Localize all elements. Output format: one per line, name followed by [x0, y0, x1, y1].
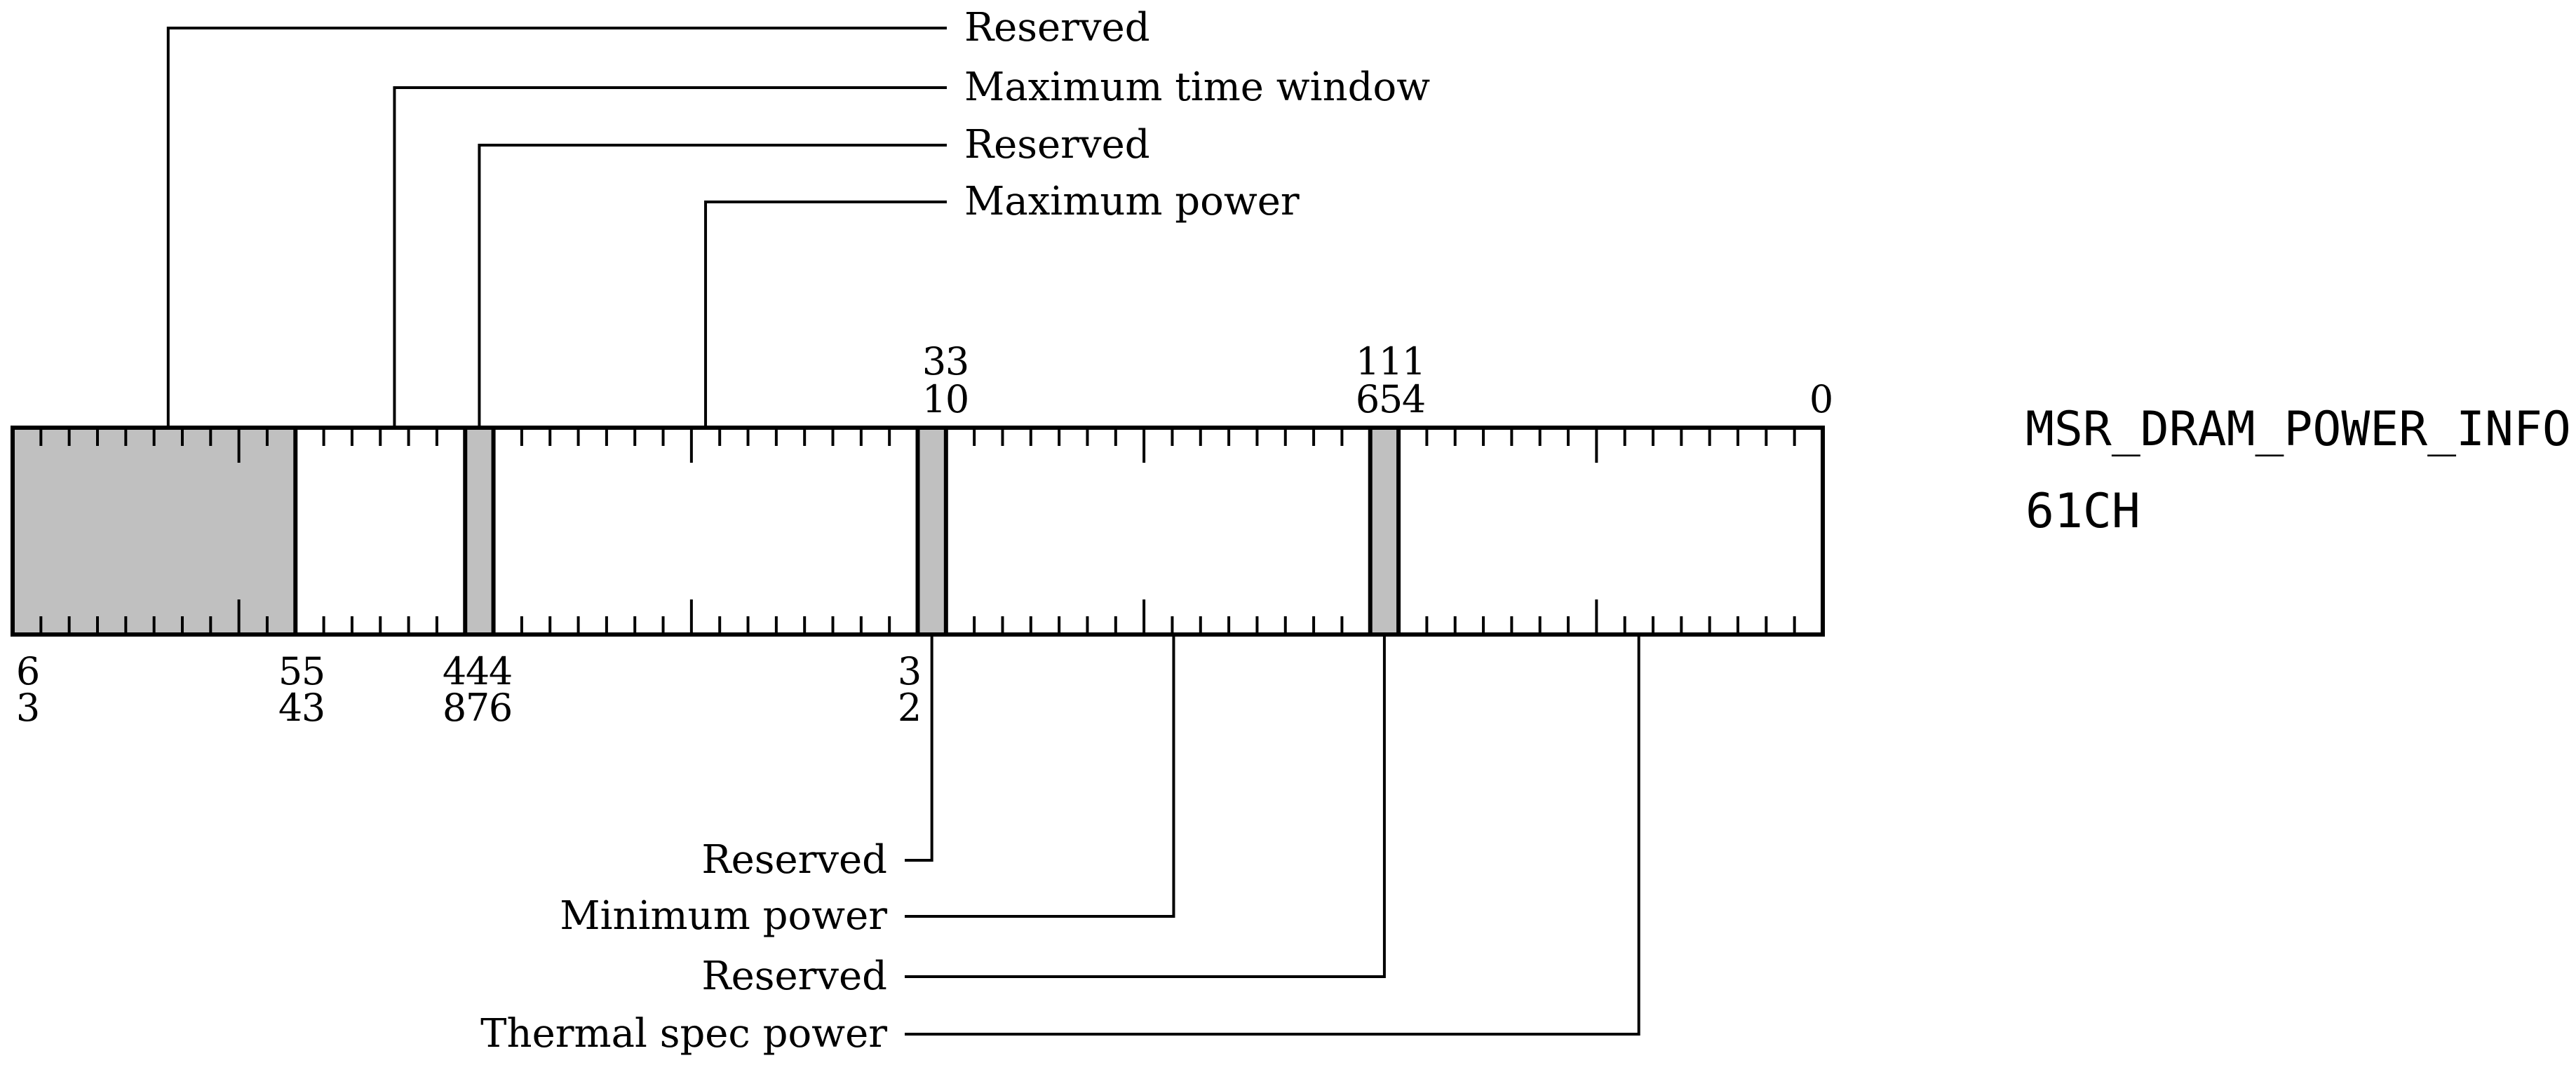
field-min-power	[945, 428, 1370, 635]
bit-number-54: 54	[278, 649, 302, 730]
bit-digit: 4	[466, 649, 490, 693]
leader-line-max-time-window	[393, 86, 947, 428]
bit-number-32: 32	[898, 649, 922, 730]
bit-number-48: 48	[443, 649, 466, 730]
bit-digit: 0	[945, 377, 969, 421]
bit-digit: 3	[898, 649, 922, 693]
field-label-thermal-spec-power: Thermal spec power	[480, 1011, 887, 1057]
register-name: MSR_DRAM_POWER_INFO	[2025, 402, 2571, 457]
leader-line-reserved-31	[905, 635, 933, 862]
bit-digit: 4	[278, 686, 302, 730]
leader-line-max-power	[704, 201, 947, 428]
field-label-min-power: Minimum power	[560, 893, 887, 939]
field-reserved-63-54	[13, 428, 296, 635]
bit-number-53: 53	[302, 649, 325, 730]
bit-number-15: 15	[1379, 339, 1403, 421]
field-label-max-time-window: Maximum time window	[964, 65, 1430, 110]
bit-digit: 1	[922, 377, 946, 421]
field-label-reserved-31: Reserved	[701, 837, 887, 883]
bit-digit: 5	[278, 649, 302, 693]
bit-digit: 2	[898, 686, 922, 730]
bit-digit: 3	[302, 686, 325, 730]
leader-line-reserved-15	[905, 635, 1386, 978]
bit-digit: 1	[1379, 339, 1403, 384]
bit-digit: 1	[1356, 339, 1380, 384]
bit-digit: 6	[1356, 377, 1380, 421]
field-thermal-spec-power	[1398, 428, 1823, 635]
field-label-max-power: Maximum power	[964, 179, 1300, 224]
bit-digit: 4	[1402, 377, 1426, 421]
bit-digit: 3	[16, 686, 40, 730]
field-max-time-window	[295, 428, 466, 635]
bit-number-63: 63	[16, 649, 40, 730]
bit-digit: 4	[443, 649, 466, 693]
bit-digit: 7	[466, 686, 490, 730]
bit-digit: 6	[16, 649, 40, 693]
register-frame	[11, 426, 1825, 637]
field-label-reserved-15: Reserved	[701, 954, 887, 999]
leader-line-thermal-spec-power	[905, 635, 1640, 1036]
bit-number-0: 0	[1809, 377, 1833, 421]
bit-digit: 0	[1809, 377, 1833, 421]
field-max-power	[493, 428, 918, 635]
register-address: 61CH	[2025, 484, 2140, 539]
leader-line-min-power	[905, 635, 1175, 918]
bit-digit: 1	[1402, 339, 1426, 384]
bit-digit: 8	[443, 686, 466, 730]
bit-number-47: 47	[466, 649, 490, 730]
bit-digit: 3	[945, 339, 969, 384]
bit-digit: 6	[489, 686, 513, 730]
bit-digit: 3	[922, 339, 946, 384]
field-reserved-31	[917, 428, 946, 635]
leader-line-reserved-47	[478, 144, 947, 428]
bit-digit: 5	[302, 649, 325, 693]
bit-digit: 5	[1379, 377, 1403, 421]
field-label-reserved-63-54: Reserved	[964, 5, 1150, 50]
bit-number-14: 14	[1402, 339, 1426, 421]
field-reserved-47	[465, 428, 494, 635]
field-reserved-15	[1370, 428, 1399, 635]
bit-number-30: 30	[945, 339, 969, 421]
bit-digit: 4	[489, 649, 513, 693]
bit-number-46: 46	[489, 649, 513, 730]
bit-number-31: 31	[922, 339, 946, 421]
leader-line-reserved-63-54	[166, 27, 947, 428]
bit-number-16: 16	[1356, 339, 1380, 421]
field-label-reserved-47: Reserved	[964, 122, 1150, 168]
